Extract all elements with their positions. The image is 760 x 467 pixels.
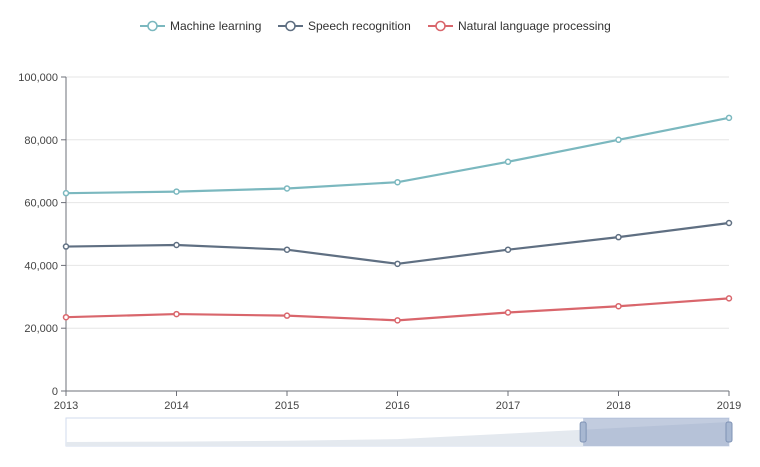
y-tick-label: 60,000	[24, 198, 58, 210]
data-point[interactable]	[62, 243, 70, 250]
chart-axes: 0 20,000 40,000 60,000 80,000 100,000 2013 2014…	[18, 72, 741, 412]
x-tick-label: 2018	[606, 400, 630, 412]
legend-item-machine-learning[interactable]: Machine learning	[140, 19, 261, 33]
data-point[interactable]	[725, 295, 733, 302]
legend-item-natural-language-processing[interactable]: Natural language processing	[428, 19, 611, 33]
data-point[interactable]	[615, 233, 622, 241]
x-tick-label: 2017	[496, 400, 520, 412]
legend-marker-icon	[147, 20, 158, 32]
legend-item-speech-recognition[interactable]: Speech recognition	[278, 19, 411, 33]
data-point[interactable]	[394, 260, 401, 268]
data-point[interactable]	[725, 219, 733, 227]
data-point[interactable]	[173, 188, 180, 195]
y-tick-label: 0	[52, 386, 58, 398]
y-tick-label: 80,000	[24, 135, 58, 147]
data-point[interactable]	[394, 317, 401, 324]
data-point[interactable]	[504, 158, 512, 166]
zoom-data-shadow	[66, 422, 729, 446]
data-point[interactable]	[173, 241, 180, 249]
y-tick-label: 20,000	[24, 323, 58, 335]
chart-legend[interactable]: Machine learning Speech recognition Natura…	[140, 19, 611, 33]
data-point[interactable]	[283, 185, 291, 192]
x-tick-label: 2013	[54, 400, 78, 412]
data-point[interactable]	[615, 136, 622, 144]
series-speech-recognition	[62, 219, 733, 268]
series-natural-language-processing	[62, 295, 733, 324]
data-point[interactable]	[283, 246, 291, 253]
series-lines	[62, 114, 733, 324]
data-zoom-slider[interactable]	[65, 417, 733, 447]
x-tick-label: 2015	[275, 400, 299, 412]
data-point[interactable]	[394, 178, 401, 186]
y-tick-label: 100,000	[18, 72, 58, 84]
legend-marker-icon	[285, 20, 296, 32]
series-line	[65, 221, 730, 265]
legend-label: Natural language processing	[458, 19, 611, 33]
x-tick-label: 2016	[385, 400, 409, 412]
data-point[interactable]	[504, 309, 512, 316]
data-point[interactable]	[283, 312, 291, 319]
x-tick-label: 2019	[717, 400, 741, 412]
series-line	[65, 297, 730, 322]
zoom-selected-range[interactable]	[583, 418, 729, 446]
zoom-end-handle[interactable]	[725, 421, 733, 443]
data-point[interactable]	[173, 310, 180, 318]
series-machine-learning	[62, 114, 733, 197]
legend-label: Machine learning	[170, 19, 261, 33]
data-point[interactable]	[62, 313, 70, 321]
data-point[interactable]	[504, 246, 512, 253]
data-point[interactable]	[62, 189, 70, 197]
x-tick-label: 2014	[164, 400, 188, 412]
y-tick-label: 40,000	[24, 260, 58, 272]
legend-label: Speech recognition	[308, 19, 411, 33]
zoom-start-handle[interactable]	[579, 421, 587, 443]
grid-lines	[66, 76, 729, 329]
data-point[interactable]	[615, 302, 622, 310]
legend-marker-icon	[435, 20, 446, 32]
data-point[interactable]	[725, 114, 733, 122]
